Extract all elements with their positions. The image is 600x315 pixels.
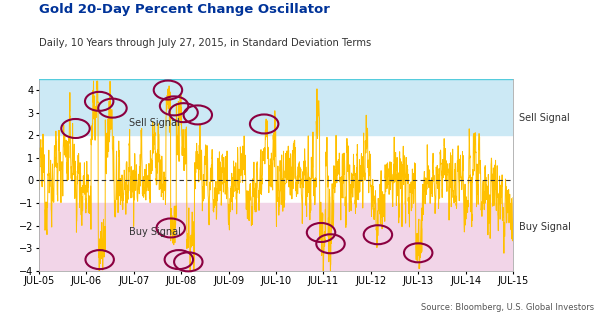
Text: Daily, 10 Years through July 27, 2015, in Standard Deviation Terms: Daily, 10 Years through July 27, 2015, i… bbox=[39, 38, 371, 48]
Text: Source: Bloomberg, U.S. Global Investors: Source: Bloomberg, U.S. Global Investors bbox=[421, 303, 594, 312]
Text: Sell Signal: Sell Signal bbox=[129, 118, 180, 128]
Text: Sell Signal: Sell Signal bbox=[518, 113, 569, 123]
Text: Gold 20-Day Percent Change Oscillator: Gold 20-Day Percent Change Oscillator bbox=[39, 3, 330, 16]
Bar bbox=[39, 203, 513, 282]
Text: Buy Signal: Buy Signal bbox=[518, 222, 571, 232]
Text: Buy Signal: Buy Signal bbox=[129, 227, 181, 238]
Bar bbox=[39, 79, 513, 135]
